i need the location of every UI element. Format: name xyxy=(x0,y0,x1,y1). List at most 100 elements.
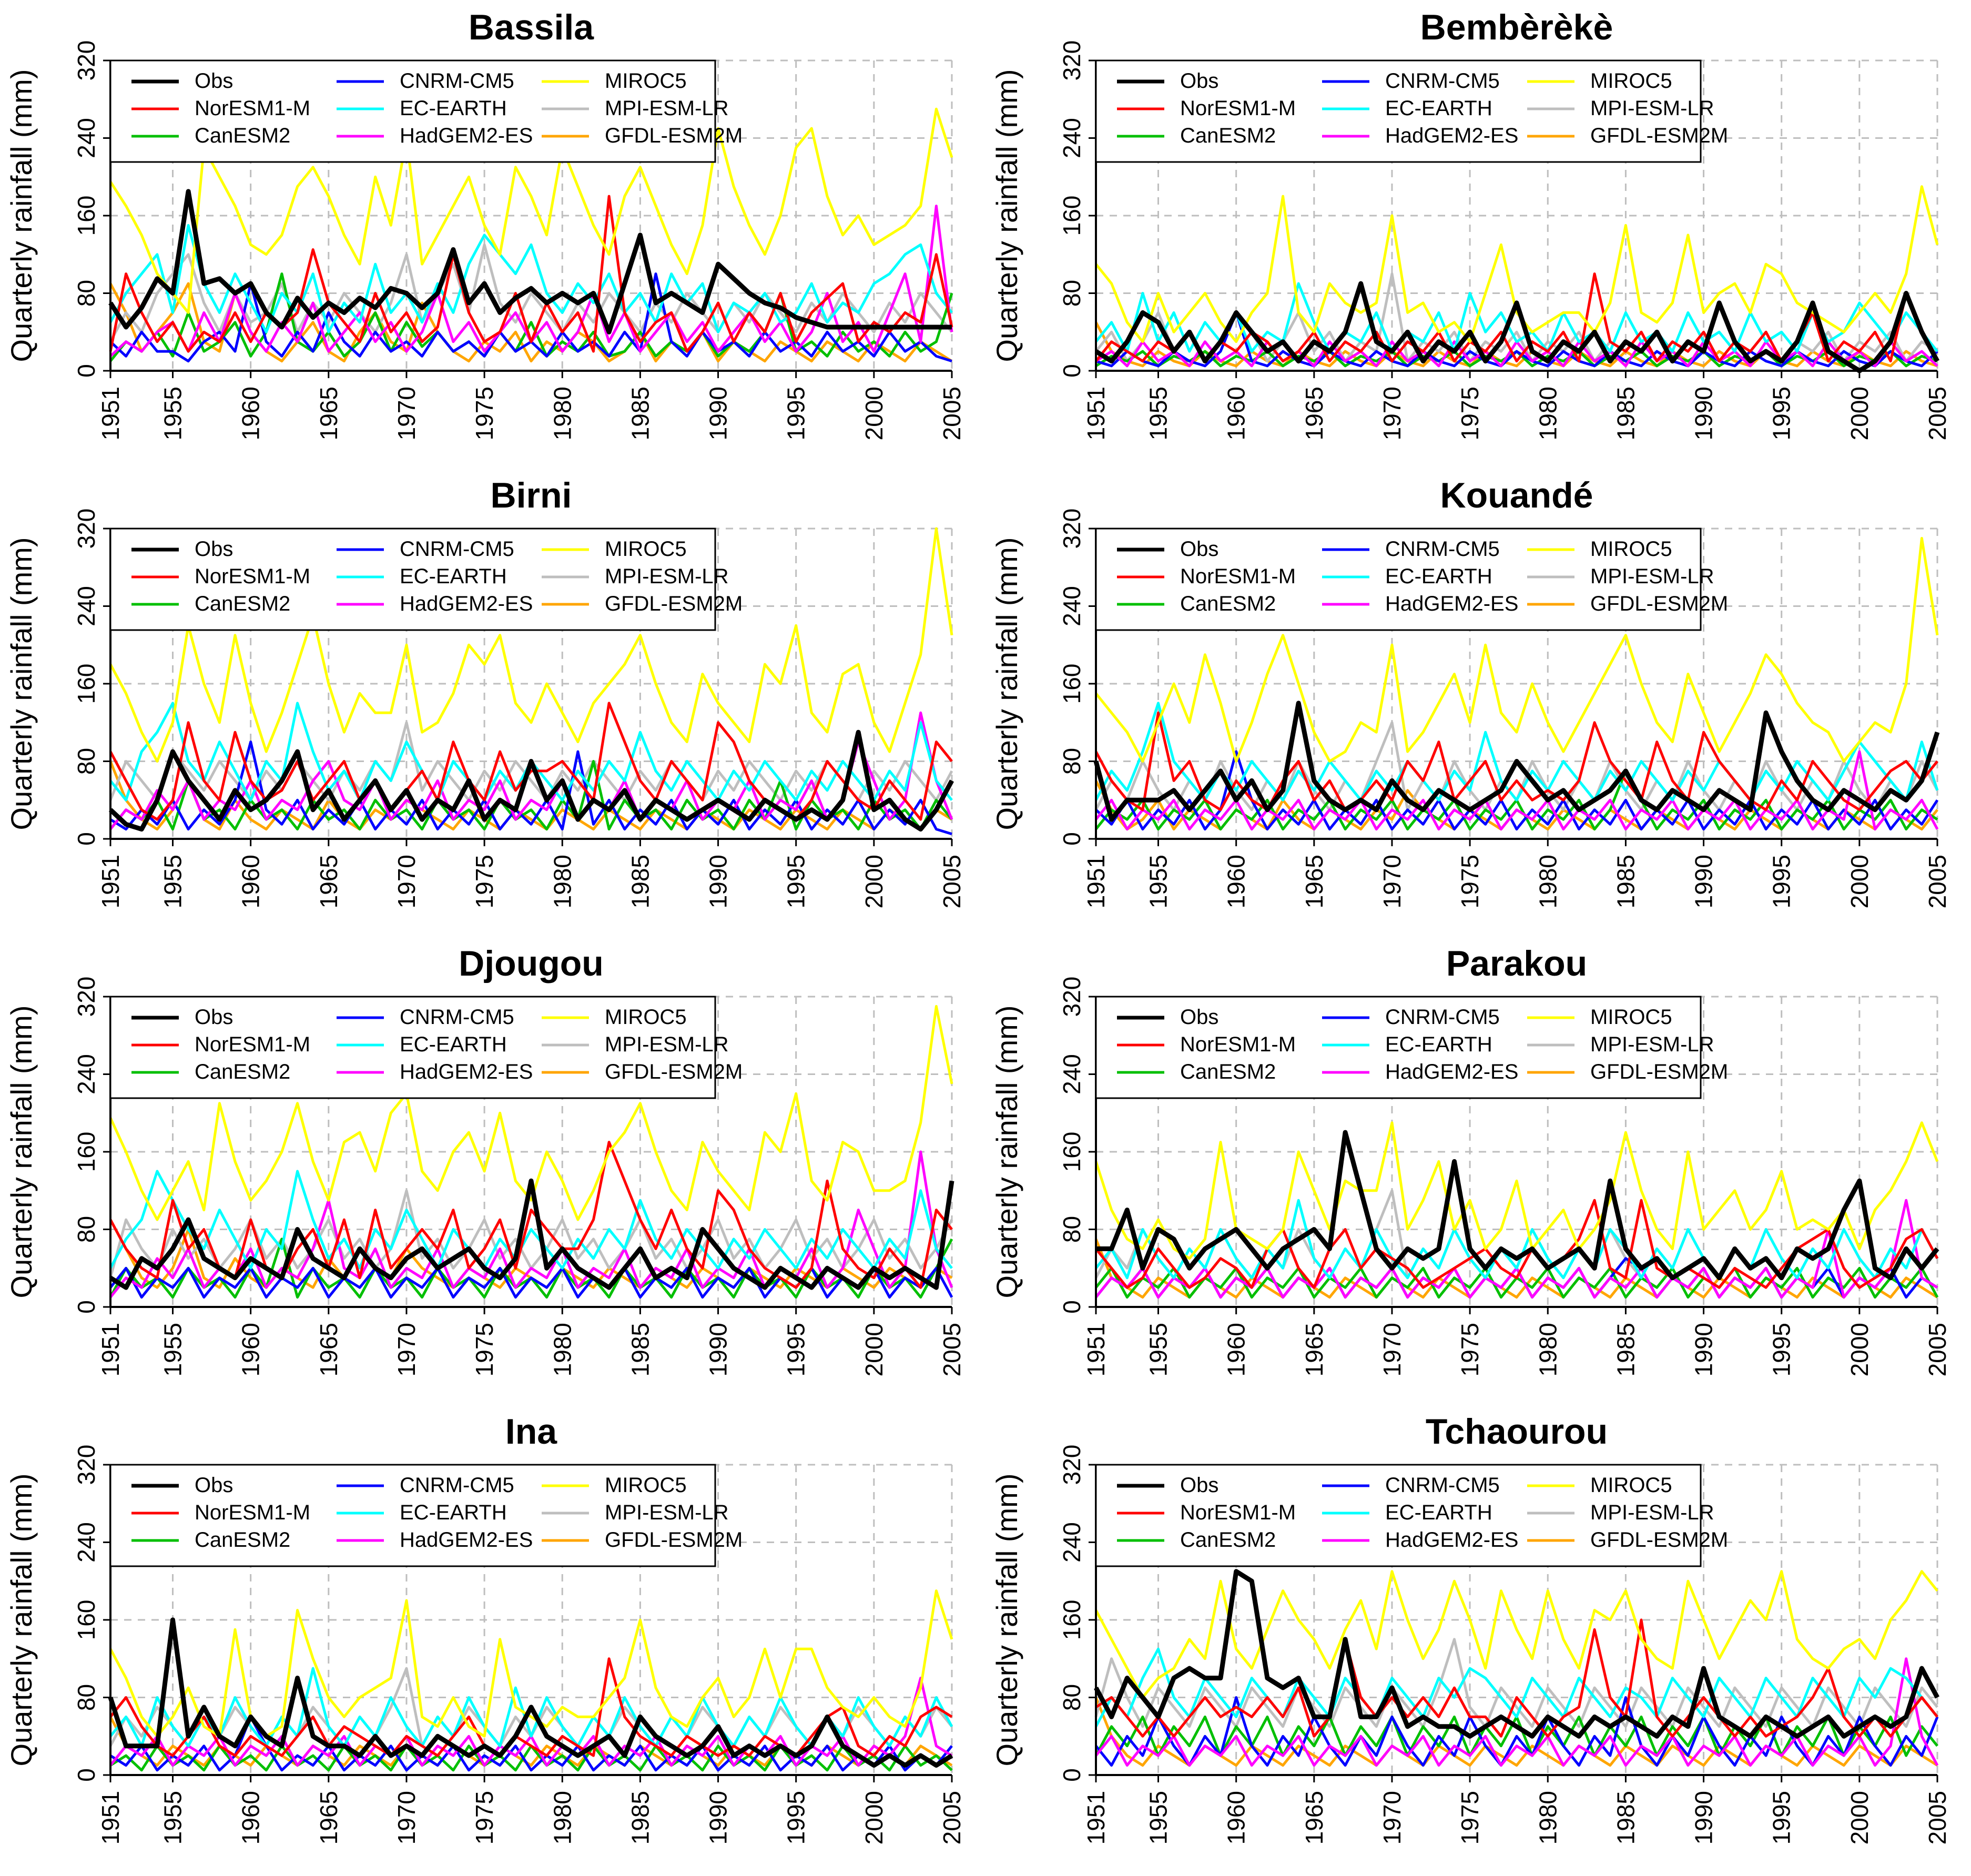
legend-label: Obs xyxy=(1180,69,1218,93)
chart-title: Bembèrèkè xyxy=(1420,7,1613,47)
legend-label: MIROC5 xyxy=(605,538,687,561)
legend-label: MPI-ESM-LR xyxy=(1590,565,1714,588)
y-tick-label: 240 xyxy=(73,1522,100,1563)
x-tick-label: 1951 xyxy=(97,1791,124,1844)
x-tick-label: 1965 xyxy=(1301,855,1328,908)
series-line-ec-earth xyxy=(1094,702,1939,802)
series-line-noresm1-m xyxy=(1094,711,1938,812)
chart-panel: Djougou 0 80 160 240 320 1951 1955 1960 1965 1970 1… xyxy=(0,936,986,1404)
legend-box xyxy=(109,528,716,631)
legend-label: GFDL-ESM2M xyxy=(605,592,743,615)
chart-panel: Birni 0 80 160 240 320 1951 1955 1960 1965 1970 197… xyxy=(0,468,986,936)
x-tick-label: 1985 xyxy=(626,855,654,908)
chart-panel: Parakou 0 80 160 240 320 1951 1955 1960 1965 1970 1… xyxy=(986,936,1971,1404)
legend-label: EC-EARTH xyxy=(1385,565,1492,588)
y-tick-label: 320 xyxy=(1058,977,1085,1017)
x-tick-label: 1995 xyxy=(783,1323,810,1376)
series-line-cnrm-cm5 xyxy=(109,741,952,836)
legend-label: GFDL-ESM2M xyxy=(605,1060,743,1083)
legend-label: CanESM2 xyxy=(195,592,290,615)
legend-label: CanESM2 xyxy=(195,124,290,147)
series-line-miroc5 xyxy=(1094,1570,1938,1699)
x-tick-label: 1951 xyxy=(1082,387,1110,440)
legend-label: GFDL-ESM2M xyxy=(1590,592,1728,615)
x-tick-label: 1985 xyxy=(1612,387,1639,440)
series-line-obs xyxy=(108,729,954,832)
x-tick-label: 1975 xyxy=(471,1791,498,1844)
legend-label: CNRM-CM5 xyxy=(1385,1006,1500,1029)
legend-label: CanESM2 xyxy=(1180,124,1276,147)
y-tick-label: 320 xyxy=(1058,40,1085,81)
legend-label: NorESM1-M xyxy=(1180,97,1296,120)
x-tick-label: 1975 xyxy=(1456,1323,1484,1376)
series-line-gfdl-esm2m xyxy=(1094,321,1938,368)
legend-label: Obs xyxy=(195,69,233,93)
series-line-obs xyxy=(108,189,952,334)
series-line-hadgem2-es xyxy=(109,1150,953,1299)
x-tick-label: 2000 xyxy=(1846,855,1873,908)
x-tick-label: 1975 xyxy=(471,387,498,440)
x-tick-label: 1951 xyxy=(97,855,124,908)
series-line-ec-earth xyxy=(109,1170,953,1270)
x-tick-label: 1965 xyxy=(315,855,342,908)
legend-label: MIROC5 xyxy=(605,1006,687,1029)
chart-svg: Kouandé 0 80 160 240 320 1951 1955 1960 1965 1970 1… xyxy=(990,475,1951,908)
series-line-gfdl-esm2m xyxy=(1094,1238,1938,1299)
x-tick-label: 1970 xyxy=(1378,387,1406,440)
x-tick-label: 1980 xyxy=(548,1791,576,1844)
x-tick-label: 1965 xyxy=(1301,1791,1328,1844)
x-tick-label: 1965 xyxy=(315,1323,342,1376)
legend-label: HadGEM2-ES xyxy=(1385,1528,1518,1551)
legend-label: MIROC5 xyxy=(605,69,687,93)
series-line-noresm1-m xyxy=(1095,1618,1938,1738)
x-tick-label: 1990 xyxy=(705,1791,732,1844)
series-line-miroc5 xyxy=(1095,536,1939,763)
legend-label: GFDL-ESM2M xyxy=(605,124,743,147)
y-tick-label: 160 xyxy=(73,664,100,704)
x-tick-label: 1970 xyxy=(1378,1791,1406,1844)
x-tick-label: 1970 xyxy=(1378,1323,1406,1376)
series-line-obs xyxy=(1096,1130,1939,1281)
y-tick-label: 240 xyxy=(73,118,100,158)
x-tick-label: 2005 xyxy=(1924,1323,1951,1376)
y-tick-label: 0 xyxy=(1058,364,1085,378)
y-tick-label: 80 xyxy=(1058,748,1085,775)
x-tick-label: 1985 xyxy=(626,387,654,440)
legend-label: NorESM1-M xyxy=(1180,1033,1296,1056)
x-tick-label: 1975 xyxy=(471,855,498,908)
chart-title: Ina xyxy=(505,1412,557,1452)
x-tick-label: 1990 xyxy=(1690,855,1718,908)
chart-svg: Bembèrèkè 0 80 160 240 320 1951 1955 1960 1965 197… xyxy=(990,7,1951,440)
x-tick-label: 1975 xyxy=(1456,1791,1484,1844)
legend-label: NorESM1-M xyxy=(1180,1501,1296,1524)
series-line-obs xyxy=(108,1617,953,1768)
y-axis-label: Quarterly rainfall (mm) xyxy=(5,69,38,362)
legend-label: CNRM-CM5 xyxy=(400,1006,514,1029)
x-tick-label: 1985 xyxy=(1612,1791,1639,1844)
legend-label: HadGEM2-ES xyxy=(400,592,533,615)
legend-label: HadGEM2-ES xyxy=(1385,124,1518,147)
x-tick-label: 1955 xyxy=(159,1791,187,1844)
x-tick-label: 1975 xyxy=(1456,387,1484,440)
x-tick-label: 1960 xyxy=(237,855,265,908)
legend-label: MPI-ESM-LR xyxy=(605,565,729,588)
x-tick-label: 1965 xyxy=(315,387,342,440)
x-tick-label: 1970 xyxy=(393,1323,420,1376)
x-tick-label: 1960 xyxy=(1223,1323,1250,1376)
x-tick-label: 1990 xyxy=(705,1323,732,1376)
x-tick-label: 1955 xyxy=(159,1323,187,1376)
y-axis-label: Quarterly rainfall (mm) xyxy=(990,69,1023,362)
series-line-noresm1-m xyxy=(109,1657,953,1757)
x-tick-label: 1995 xyxy=(1768,1323,1795,1376)
x-tick-label: 1965 xyxy=(1301,387,1328,440)
series-line-noresm1-m xyxy=(109,195,953,353)
legend-label: MPI-ESM-LR xyxy=(605,1033,729,1056)
legend-label: CNRM-CM5 xyxy=(400,538,514,561)
legend-label: CNRM-CM5 xyxy=(400,69,514,93)
legend-label: NorESM1-M xyxy=(195,565,310,588)
y-axis-label: Quarterly rainfall (mm) xyxy=(990,538,1023,830)
y-tick-label: 160 xyxy=(1058,196,1085,236)
y-tick-label: 80 xyxy=(73,748,100,775)
y-tick-label: 160 xyxy=(1058,1600,1085,1640)
